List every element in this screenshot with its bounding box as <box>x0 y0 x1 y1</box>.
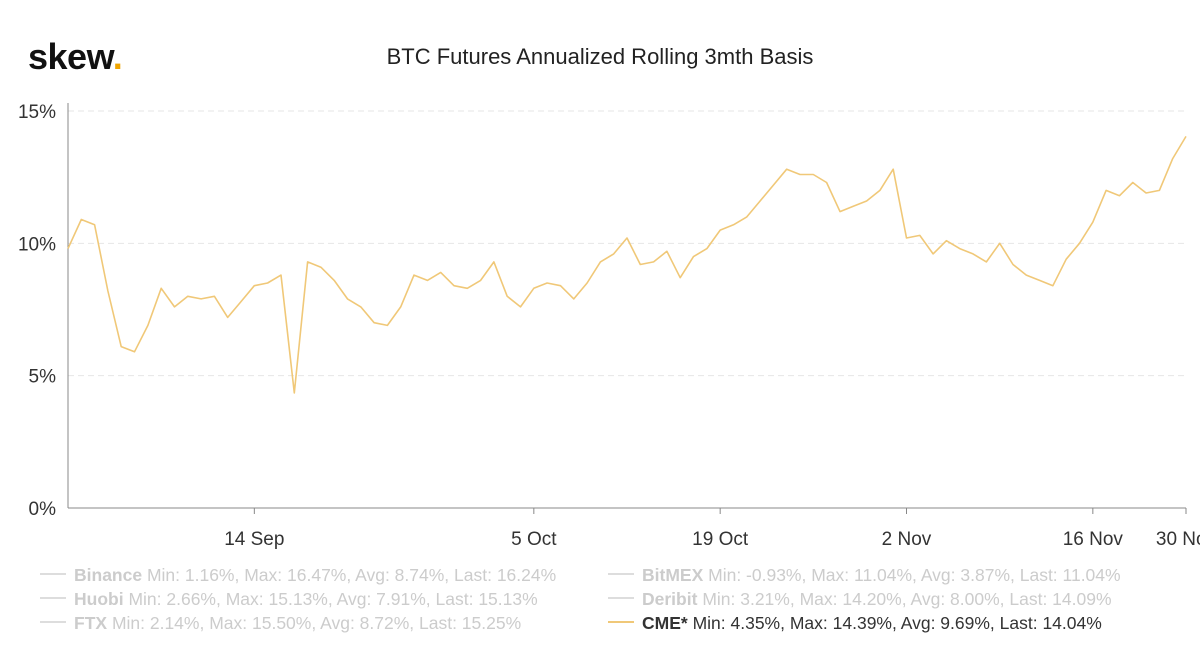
legend-stats: Min: 1.16%, Max: 16.47%, Avg: 8.74%, Las… <box>146 565 557 585</box>
legend-name: Huobi <box>74 589 124 609</box>
y-tick-label: 0% <box>29 499 57 520</box>
x-tick-label: 2 Nov <box>882 529 932 550</box>
legend-item-binance[interactable]: Binance Min: 1.16%, Max: 16.47%, Avg: 8.… <box>40 565 556 586</box>
legend-stats: Min: 2.14%, Max: 15.50%, Avg: 8.72%, Las… <box>111 613 522 633</box>
legend-item-deribit[interactable]: Deribit Min: 3.21%, Max: 14.20%, Avg: 8.… <box>608 589 1112 610</box>
legend-swatch <box>608 621 634 624</box>
x-tick-label: 16 Nov <box>1063 529 1124 550</box>
x-tick-label: 19 Oct <box>692 529 749 550</box>
logo-dot: . <box>112 36 123 77</box>
legend-swatch <box>40 573 66 576</box>
legend-stats: Min: 2.66%, Max: 15.13%, Avg: 7.91%, Las… <box>128 589 538 609</box>
x-axis-ticks: 14 Sep 5 Oct 19 Oct 2 Nov 16 Nov 30 Nov <box>224 508 1200 550</box>
legend-stats: Min: 3.21%, Max: 14.20%, Avg: 8.00%, Las… <box>702 589 1112 609</box>
x-tick-label: 5 Oct <box>511 529 557 550</box>
legend-swatch <box>40 597 66 600</box>
gridlines <box>68 110 1186 377</box>
chart-title: BTC Futures Annualized Rolling 3mth Basi… <box>386 44 814 69</box>
legend-stats: Min: -0.93%, Max: 11.04%, Avg: 3.87%, La… <box>708 565 1121 585</box>
legend-swatch <box>608 573 634 576</box>
legend-name: FTX <box>74 613 108 633</box>
legend-item-huobi[interactable]: Huobi Min: 2.66%, Max: 15.13%, Avg: 7.91… <box>40 589 538 610</box>
axes <box>67 103 1186 509</box>
legend-name: CME* <box>642 613 688 633</box>
legend-item-cme[interactable]: CME* Min: 4.35%, Max: 14.39%, Avg: 9.69%… <box>608 613 1102 634</box>
logo-text: skew <box>28 36 113 77</box>
legend-name: BitMEX <box>642 565 704 585</box>
legend-name: Deribit <box>642 589 698 609</box>
legend-stats: Min: 4.35%, Max: 14.39%, Avg: 9.69%, Las… <box>692 613 1102 633</box>
y-tick-label: 10% <box>18 234 56 255</box>
legend-swatch <box>608 597 634 600</box>
y-tick-label: 5% <box>29 367 57 388</box>
x-tick-label: 14 Sep <box>224 529 284 550</box>
legend-item-bitmex[interactable]: BitMEX Min: -0.93%, Max: 11.04%, Avg: 3.… <box>608 565 1121 586</box>
y-axis-ticks: 0% 5% 10% 15% <box>18 102 56 520</box>
legend-name: Binance <box>74 565 143 585</box>
legend-swatch <box>40 621 66 624</box>
y-tick-label: 15% <box>18 102 56 123</box>
x-tick-label: 30 Nov <box>1156 529 1200 550</box>
series-lines <box>67 135 1187 394</box>
legend-item-ftx[interactable]: FTX Min: 2.14%, Max: 15.50%, Avg: 8.72%,… <box>40 613 521 634</box>
skew-logo: skew. <box>28 36 123 78</box>
series-line-cme <box>67 135 1187 394</box>
